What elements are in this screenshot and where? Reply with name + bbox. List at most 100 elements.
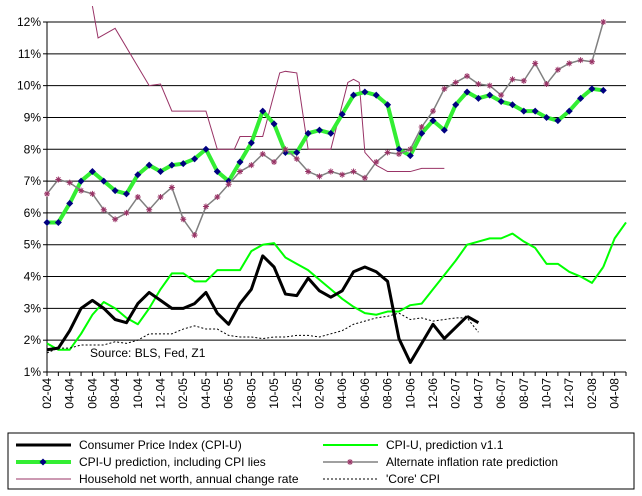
data-point-diamond: [66, 199, 74, 207]
data-point-star: [384, 149, 391, 156]
x-tick-label: 02-08: [585, 378, 599, 409]
data-point-diamond: [111, 187, 119, 195]
data-point-star: [373, 159, 380, 165]
x-tick-label: 02-04: [40, 378, 54, 409]
x-tick-label: 08-04: [108, 378, 122, 409]
x-tick-label: 04-04: [63, 378, 77, 409]
series-core-cpi: [46, 312, 479, 354]
data-point-diamond: [440, 126, 448, 134]
data-point-diamond: [327, 129, 335, 137]
data-point-diamond: [100, 177, 108, 185]
data-point-star: [202, 203, 209, 210]
data-point-star: [498, 92, 505, 99]
data-point-diamond: [588, 85, 596, 93]
data-point-diamond: [384, 101, 392, 109]
x-tick-label: 08-06: [381, 378, 395, 409]
data-point-diamond: [474, 94, 482, 102]
data-point-star: [237, 168, 243, 175]
y-tick-label: 8%: [24, 142, 42, 156]
axes: 1% 2% 3% 4% 5% 6% 7% 8% 9% 10% 11% 12% 02-04 04-04 06-…: [17, 15, 627, 409]
data-point-star: [361, 174, 368, 181]
series-alternate-inflation-rate-prediction: [44, 19, 607, 239]
data-point-star: [89, 190, 96, 197]
legend-diamond-icon: [39, 458, 47, 466]
data-point-star: [146, 206, 153, 213]
data-point-diamond: [157, 168, 165, 176]
data-point-star: [327, 168, 334, 175]
legend-label: Alternate inflation rate prediction: [386, 455, 558, 469]
data-point-diamond: [395, 145, 403, 153]
x-tick-label: 04-07: [471, 378, 485, 409]
data-point-star: [520, 77, 527, 84]
data-point-star: [452, 79, 459, 86]
series-cpi-u-prediction-v1-1-extension: [602, 221, 627, 268]
legend: Consumer Price Index (CPI-U) CPI-U, predi…: [7, 432, 635, 490]
y-tick-label: 11%: [18, 47, 41, 61]
data-point-diamond: [54, 218, 62, 226]
data-point-star: [78, 187, 85, 194]
legend-label: 'Core' CPI: [386, 472, 440, 486]
x-tick-label: 02-06: [312, 378, 326, 409]
data-point-star: [191, 232, 198, 239]
legend-star-icon: [347, 459, 353, 465]
data-point-diamond: [497, 98, 505, 106]
series-consumer-price-index-cpi-u: [46, 254, 469, 364]
data-point-diamond: [372, 91, 380, 99]
data-point-diamond: [361, 88, 369, 96]
data-point-diamond: [350, 91, 358, 99]
data-point-diamond: [213, 168, 221, 176]
x-tick-label: 02-07: [449, 378, 463, 409]
data-point-star: [509, 76, 516, 83]
y-tick-label: 12%: [17, 15, 41, 29]
data-point-diamond: [145, 161, 153, 169]
data-point-diamond: [191, 155, 199, 163]
x-tick-label: 08-07: [517, 378, 531, 409]
data-point-diamond: [77, 177, 85, 185]
data-point-star: [259, 151, 266, 158]
data-point-star: [486, 82, 493, 89]
legend-item: Alternate inflation rate prediction: [323, 455, 558, 469]
data-point-diamond: [577, 94, 585, 102]
data-point-diamond: [247, 139, 255, 147]
data-point-diamond: [134, 171, 142, 179]
data-point-diamond: [554, 117, 562, 125]
data-point-star: [293, 155, 300, 162]
x-tick-label: 06-07: [494, 378, 508, 409]
y-tick-label: 6%: [24, 206, 42, 220]
x-tick-label: 06-04: [85, 378, 99, 409]
data-point-star: [600, 19, 607, 25]
x-tick-label: 10-04: [131, 378, 145, 409]
data-point-star: [577, 57, 584, 64]
data-point-star: [168, 184, 175, 191]
x-tick-label: 10-07: [540, 378, 554, 409]
data-point-diamond: [508, 101, 516, 109]
data-point-star: [475, 81, 482, 88]
series-line-cpi-u-prediction-v1-1: [46, 232, 605, 351]
series-cpi-u-extension: [466, 315, 480, 324]
legend-item: Household net worth, annual change rate: [16, 472, 299, 486]
x-tick-label: 04-06: [335, 378, 349, 409]
series-line-household-net-worth-annual-change-rate: [91, 6, 445, 173]
data-point-star: [464, 73, 471, 80]
data-point-diamond: [168, 161, 176, 169]
legend-item: 'Core' CPI: [323, 472, 440, 486]
data-point-diamond: [179, 160, 187, 168]
data-point-star: [566, 60, 573, 67]
data-point-diamond: [599, 86, 607, 94]
data-point-star: [66, 179, 73, 186]
y-tick-label: 4%: [24, 270, 42, 284]
data-point-star: [134, 194, 141, 200]
data-point-star: [214, 194, 221, 200]
y-tick-label: 1%: [24, 365, 42, 379]
data-point-star: [282, 146, 289, 153]
data-point-diamond: [315, 126, 323, 134]
data-point-star: [441, 85, 448, 92]
x-tick-label: 02-05: [176, 378, 190, 409]
data-point-star: [55, 176, 62, 183]
source-annotation: Source: BLS, Fed, Z1: [90, 346, 206, 360]
data-point-star: [123, 209, 130, 216]
data-point-star: [588, 58, 595, 65]
data-point-star: [225, 181, 232, 188]
